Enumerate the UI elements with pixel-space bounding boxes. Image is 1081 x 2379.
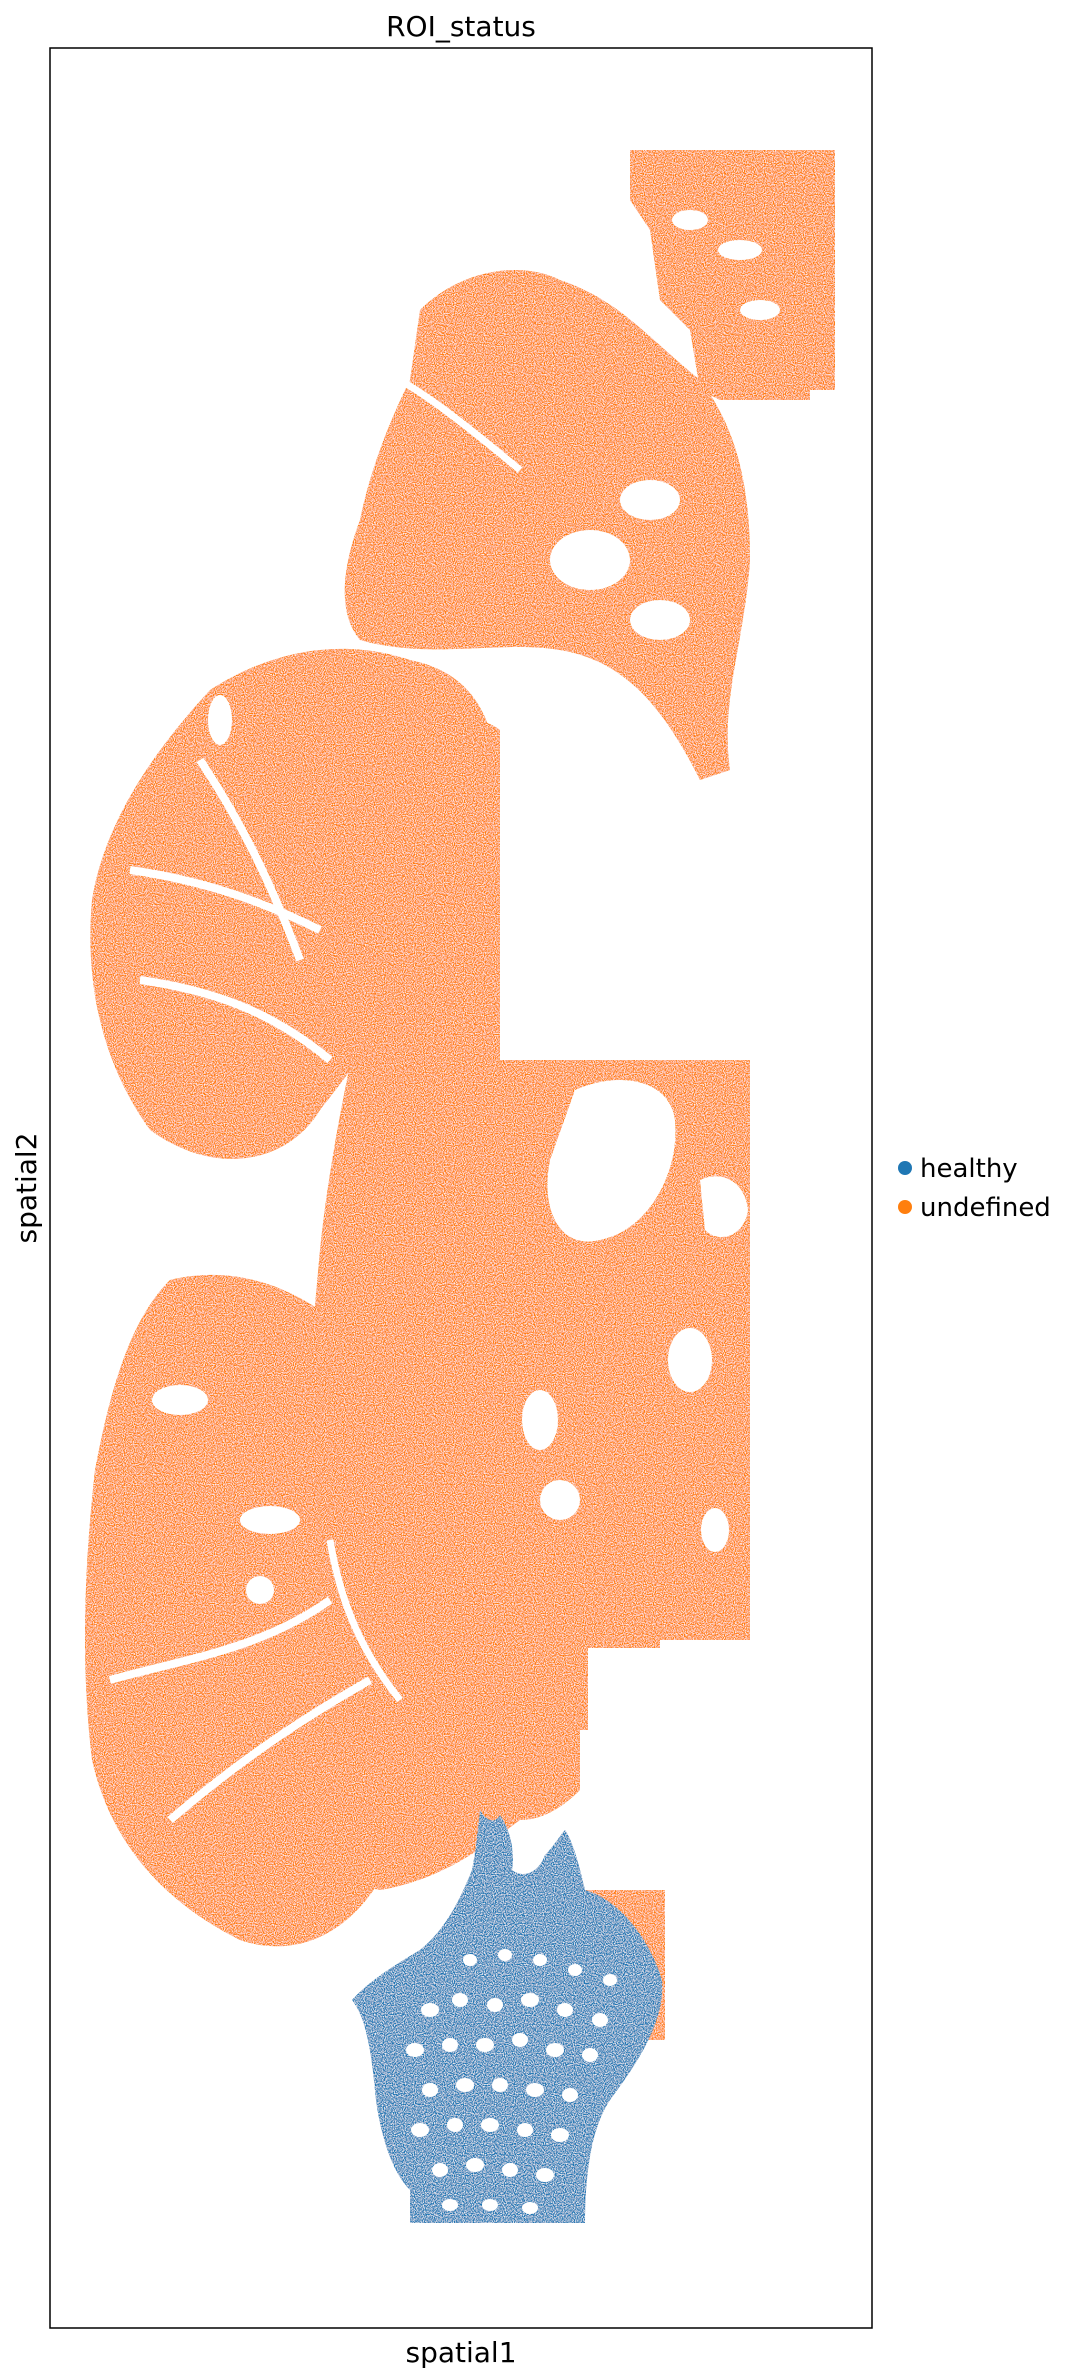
void-left-lower-2 [240,1506,300,1534]
fissure-7 [358,356,523,473]
region-healthy [352,1810,663,2223]
void-right-small [700,1176,748,1238]
region-left-upper-lobe [90,648,500,1159]
void-upper-2 [620,480,680,520]
tissue-gaps [108,210,780,1890]
legend-marker-healthy [898,1161,912,1175]
legend-label-healthy: healthy [920,1154,1018,1184]
void-left-lower-1 [152,1385,208,1415]
void-left-lower-3 [246,1576,274,1604]
fissure-4 [108,1596,333,1684]
void-top-1 [672,210,708,230]
y-axis-label: spatial2 [10,1132,43,1243]
legend-marker-undefined [898,1200,912,1214]
void-upper-3 [630,600,690,640]
region-left-lower-lobe [84,1274,433,1947]
x-axis-label: spatial1 [405,2336,516,2369]
legend-label-undefined: undefined [920,1193,1051,1223]
void-center-1 [522,1390,558,1450]
region-upper-lobe [344,270,750,780]
fissure-2 [139,976,333,1064]
legend-entry-undefined: undefined [898,1193,1051,1223]
fissure-3 [196,757,304,962]
void-left-upper [208,695,232,745]
fissure-5 [167,1676,372,1824]
chart-title: ROI_status [386,10,536,43]
void-right-2 [701,1508,729,1552]
void-large-right [547,1080,676,1242]
healthy-crypt-voids [406,1949,617,2214]
scatter-series-healthy [352,1810,663,2223]
void-top-2 [718,240,762,260]
void-upper-1 [550,530,630,590]
gap-notch-lower [588,1648,668,1890]
void-right-1 [668,1328,712,1392]
void-center-2 [540,1480,580,1520]
gap-notch-upper [500,888,665,1058]
fissure-6 [326,1539,403,1703]
legend-entry-healthy: healthy [898,1154,1018,1184]
legend: healthy undefined [898,1154,1051,1223]
void-top-3 [740,300,780,320]
fissure-1 [129,866,322,934]
